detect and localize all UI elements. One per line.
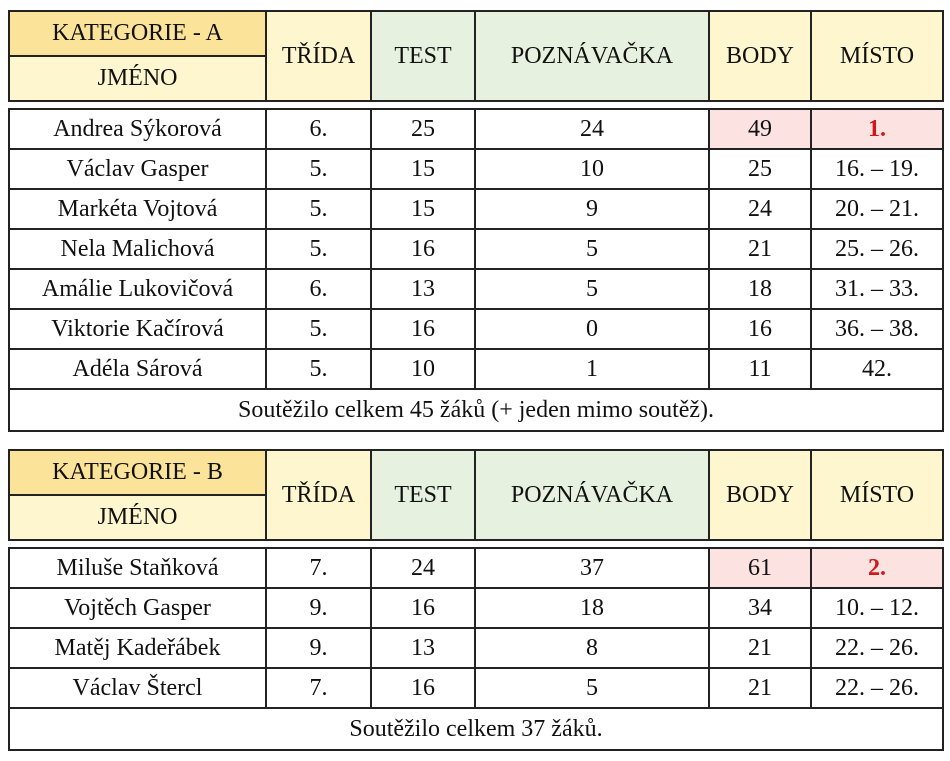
table-separator: [9, 100, 943, 110]
column-header-body: BODY: [708, 449, 812, 541]
column-header-misto: MÍSTO: [810, 10, 944, 102]
cell-misto: 10. – 12.: [810, 587, 944, 629]
column-header-test: TEST: [370, 449, 476, 541]
cell-body: 61: [708, 547, 812, 589]
cell-test: 16: [370, 667, 476, 709]
cell-trida: 7.: [265, 547, 372, 589]
cell-misto: 22. – 26.: [810, 627, 944, 669]
cell-poznavacka: 37: [474, 547, 710, 589]
cell-body: 16: [708, 308, 812, 350]
cell-jmeno: Matěj Kadeřábek: [8, 627, 267, 669]
cell-test: 16: [370, 587, 476, 629]
cell-body: 21: [708, 667, 812, 709]
table-row: Viktorie Kačírová 5. 16 0 16 36. – 38.: [8, 308, 944, 350]
cell-misto: 36. – 38.: [810, 308, 944, 350]
column-header-body: BODY: [708, 10, 812, 102]
cell-trida: 5.: [265, 348, 372, 390]
cell-body: 11: [708, 348, 812, 390]
cell-trida: 9.: [265, 587, 372, 629]
cell-jmeno: Adéla Sárová: [8, 348, 267, 390]
cell-misto: 25. – 26.: [810, 228, 944, 270]
column-header-trida: TŘÍDA: [265, 10, 372, 102]
cell-test: 16: [370, 308, 476, 350]
cell-jmeno: Andrea Sýkorová: [8, 108, 267, 150]
cell-body: 49: [708, 108, 812, 150]
cell-jmeno: Miluše Staňková: [8, 547, 267, 589]
cell-jmeno: Vojtěch Gasper: [8, 587, 267, 629]
cell-poznavacka: 5: [474, 667, 710, 709]
cell-misto: 42.: [810, 348, 944, 390]
column-header-trida: TŘÍDA: [265, 449, 372, 541]
cell-misto: 20. – 21.: [810, 188, 944, 230]
table-row: Adéla Sárová 5. 10 1 11 42.: [8, 348, 944, 390]
cell-misto: 22. – 26.: [810, 667, 944, 709]
table-row: Vojtěch Gasper 9. 16 18 34 10. – 12.: [8, 587, 944, 629]
column-header-poznavacka: POZNÁVAČKA: [474, 10, 710, 102]
cell-trida: 6.: [265, 108, 372, 150]
cell-poznavacka: 5: [474, 228, 710, 270]
cell-trida: 7.: [265, 667, 372, 709]
cell-test: 15: [370, 148, 476, 190]
cell-poznavacka: 9: [474, 188, 710, 230]
category-b-rows: Miluše Staňková 7. 24 37 61 2. Vojtěch Gasper 9…: [8, 547, 944, 709]
cell-body: 21: [708, 627, 812, 669]
cell-misto: 16. – 19.: [810, 148, 944, 190]
cell-trida: 5.: [265, 228, 372, 270]
cell-body: 18: [708, 268, 812, 310]
cell-jmeno: Václav Gasper: [8, 148, 267, 190]
cell-misto: 31. – 33.: [810, 268, 944, 310]
cell-body: 21: [708, 228, 812, 270]
results-table-category-b: KATEGORIE - B TŘÍDA TEST POZNÁVAČKA BODY…: [8, 449, 944, 751]
column-header-jmeno: JMÉNO: [8, 55, 267, 102]
cell-test: 15: [370, 188, 476, 230]
table-row: Matěj Kadeřábek 9. 13 8 21 22. – 26.: [8, 627, 944, 669]
table-row: Andrea Sýkorová 6. 25 24 49 1.: [8, 108, 944, 150]
cell-test: 13: [370, 627, 476, 669]
cell-trida: 6.: [265, 268, 372, 310]
column-header-misto: MÍSTO: [810, 449, 944, 541]
cell-trida: 5.: [265, 148, 372, 190]
results-table-category-a: KATEGORIE - A TŘÍDA TEST POZNÁVAČKA BODY…: [8, 10, 944, 432]
category-title: KATEGORIE - A: [8, 10, 267, 57]
cell-poznavacka: 24: [474, 108, 710, 150]
cell-jmeno: Viktorie Kačírová: [8, 308, 267, 350]
table-separator: [9, 539, 943, 549]
cell-jmeno: Václav Štercl: [8, 667, 267, 709]
cell-trida: 9.: [265, 627, 372, 669]
cell-poznavacka: 18: [474, 587, 710, 629]
table-row: Nela Malichová 5. 16 5 21 25. – 26.: [8, 228, 944, 270]
cell-test: 24: [370, 547, 476, 589]
cell-jmeno: Markéta Vojtová: [8, 188, 267, 230]
cell-poznavacka: 10: [474, 148, 710, 190]
cell-jmeno: Nela Malichová: [8, 228, 267, 270]
cell-test: 16: [370, 228, 476, 270]
category-a-rows: Andrea Sýkorová 6. 25 24 49 1. Václav Gasper 5.…: [8, 108, 944, 390]
cell-poznavacka: 0: [474, 308, 710, 350]
category-title: KATEGORIE - B: [8, 449, 267, 496]
table-row: Václav Gasper 5. 15 10 25 16. – 19.: [8, 148, 944, 190]
cell-poznavacka: 1: [474, 348, 710, 390]
cell-trida: 5.: [265, 308, 372, 350]
column-header-poznavacka: POZNÁVAČKA: [474, 449, 710, 541]
cell-test: 10: [370, 348, 476, 390]
cell-poznavacka: 5: [474, 268, 710, 310]
table-row: Miluše Staňková 7. 24 37 61 2.: [8, 547, 944, 589]
cell-body: 24: [708, 188, 812, 230]
category-summary: Soutěžilo celkem 45 žáků (+ jeden mimo s…: [8, 388, 944, 432]
cell-misto: 1.: [810, 108, 944, 150]
table-row: Amálie Lukovičová 6. 13 5 18 31. – 33.: [8, 268, 944, 310]
table-row: Markéta Vojtová 5. 15 9 24 20. – 21.: [8, 188, 944, 230]
cell-body: 25: [708, 148, 812, 190]
cell-test: 25: [370, 108, 476, 150]
cell-jmeno: Amálie Lukovičová: [8, 268, 267, 310]
column-header-test: TEST: [370, 10, 476, 102]
category-summary: Soutěžilo celkem 37 žáků.: [8, 707, 944, 751]
column-header-jmeno: JMÉNO: [8, 494, 267, 541]
cell-body: 34: [708, 587, 812, 629]
table-row: Václav Štercl 7. 16 5 21 22. – 26.: [8, 667, 944, 709]
cell-misto: 2.: [810, 547, 944, 589]
cell-poznavacka: 8: [474, 627, 710, 669]
cell-trida: 5.: [265, 188, 372, 230]
cell-test: 13: [370, 268, 476, 310]
